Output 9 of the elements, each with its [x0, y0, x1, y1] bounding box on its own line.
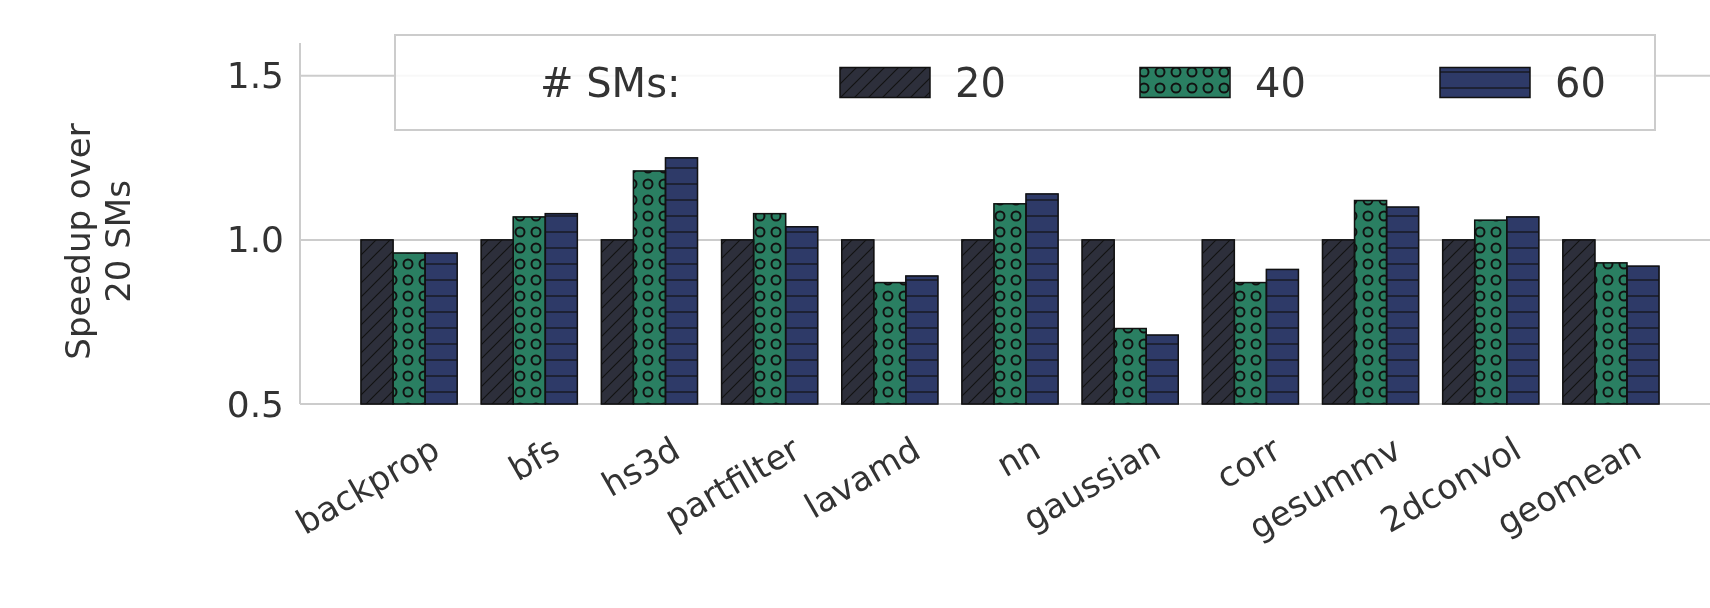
legend-label: 20 [955, 59, 1006, 106]
legend-label: 40 [1255, 59, 1306, 106]
y-axis-title: Speedup over 20 SMs [58, 123, 138, 360]
y-tick-label: 1.5 [226, 55, 284, 97]
legend-title: # SMs: [540, 59, 681, 106]
legend-label: 60 [1555, 59, 1606, 106]
y-tick-label: 0.5 [226, 383, 284, 425]
x-tick-label: bfs [501, 428, 567, 489]
y-tick-label: 1.0 [226, 219, 284, 261]
